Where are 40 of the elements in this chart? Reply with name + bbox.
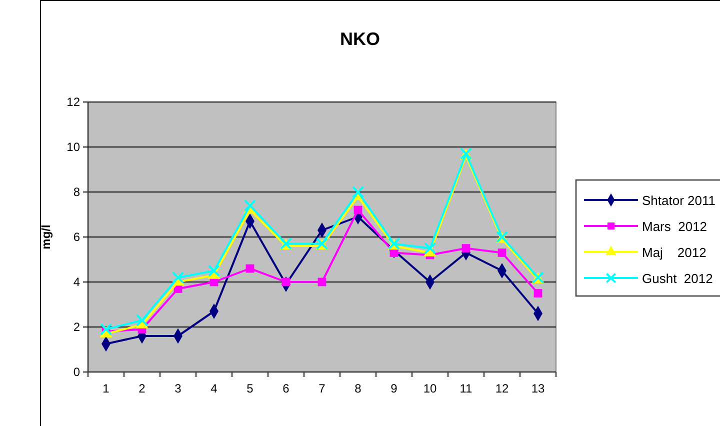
y-tick-label: 2 — [73, 320, 80, 334]
point — [246, 264, 254, 273]
point — [100, 323, 112, 336]
y-tick-label: 12 — [66, 94, 80, 109]
y-tick-label: 8 — [73, 184, 80, 199]
x-tick-label: 11 — [460, 382, 473, 396]
chart-title: NKO — [340, 29, 380, 49]
x-tick-label: 2 — [138, 382, 146, 396]
y-tick-label: 0 — [73, 364, 80, 379]
legend-label: Maj 2012 — [642, 245, 706, 260]
x-tick-label: 8 — [354, 382, 362, 396]
point — [354, 206, 362, 214]
point — [208, 264, 220, 277]
x-tick-label: 13 — [531, 382, 545, 396]
legend-label: Shtator 2011 — [642, 193, 716, 208]
x-tick-label: 1 — [102, 382, 110, 396]
point — [534, 289, 542, 298]
y-tick-label: 10 — [66, 140, 80, 154]
point — [282, 278, 290, 286]
point — [244, 199, 256, 212]
point — [318, 278, 326, 286]
y-axis-title: mg/l — [39, 224, 53, 250]
y-tick-label: 6 — [73, 230, 80, 244]
point — [172, 271, 184, 284]
x-tick-label: 10 — [423, 382, 437, 396]
point — [424, 242, 436, 254]
x-tick-label: 12 — [495, 382, 509, 396]
x-tick-label: 9 — [390, 382, 398, 396]
point — [498, 248, 506, 257]
legend-label: Gusht 2012 — [642, 271, 713, 286]
legend-label: Mars 2012 — [642, 219, 708, 234]
x-tick-label: 3 — [174, 382, 182, 396]
x-tick-label: 4 — [210, 382, 218, 396]
y-tick-label: 4 — [73, 274, 80, 289]
x-tick-label: 7 — [318, 382, 326, 396]
point — [462, 244, 470, 252]
x-tick-label: 5 — [246, 382, 254, 396]
point — [136, 314, 148, 326]
point — [352, 186, 364, 198]
x-tick-label: 6 — [282, 382, 290, 396]
